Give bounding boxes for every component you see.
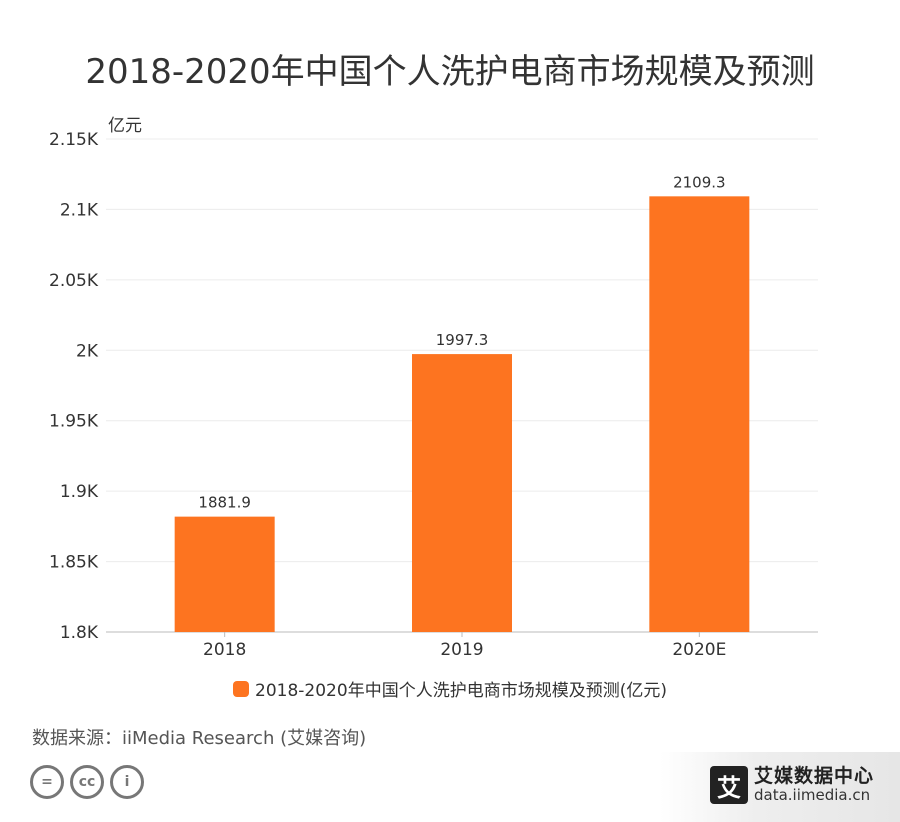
brand: 艾 艾媒数据中心 data.iimedia.cn: [710, 766, 874, 804]
brand-url: data.iimedia.cn: [754, 786, 871, 805]
x-tick-label: 2018: [203, 640, 246, 660]
y-axis-label: 亿元: [108, 116, 142, 136]
data-label: 2109.3: [673, 173, 726, 191]
y-tick-label: 1.95K: [49, 412, 99, 432]
bars: 1881.9 1997.3 2109.3: [174, 173, 750, 632]
legend-swatch: [233, 680, 250, 697]
brand-name: 艾媒数据中心: [754, 765, 875, 788]
y-tick-label: 1.85K: [49, 553, 99, 573]
y-tick-label: 1.8K: [60, 623, 99, 643]
y-tick-label: 2.15K: [49, 130, 99, 150]
page-title: 2018-2020年中国个人洗护电商市场规模及预测: [85, 52, 815, 92]
x-tick-label: 2020E: [672, 640, 726, 660]
cc-icon: cc: [70, 765, 104, 799]
data-label: 1881.9: [198, 494, 251, 512]
bar: [174, 516, 275, 632]
x-axis-ticks: 2018 2019 2020E: [203, 632, 726, 660]
x-tick-label: 2019: [440, 640, 483, 660]
data-label: 1997.3: [436, 331, 489, 349]
license-icons: = cc i: [30, 765, 144, 799]
bar: [412, 354, 512, 632]
source-note: 数据来源：iiMedia Research (艾媒咨询): [32, 724, 366, 750]
brand-logo: 艾: [710, 766, 748, 804]
source-label: 数据来源：: [32, 728, 122, 749]
person-icon: i: [110, 765, 144, 799]
equal-icon: =: [30, 765, 64, 799]
bar: [649, 196, 750, 632]
y-tick-label: 1.9K: [60, 482, 99, 502]
legend-label: 2018-2020年中国个人洗护电商市场规模及预测(亿元): [255, 681, 667, 701]
y-tick-label: 2.1K: [60, 200, 99, 220]
legend: 2018-2020年中国个人洗护电商市场规模及预测(亿元): [0, 676, 900, 701]
source-value: iiMedia Research (艾媒咨询): [122, 728, 367, 749]
y-axis-ticks: 1.8K 1.85K 1.9K 1.95K 2K 2.05K 2.1K 2.15K: [49, 130, 99, 643]
y-tick-label: 2K: [76, 341, 99, 361]
y-tick-label: 2.05K: [49, 271, 99, 291]
brand-band: [660, 752, 900, 822]
